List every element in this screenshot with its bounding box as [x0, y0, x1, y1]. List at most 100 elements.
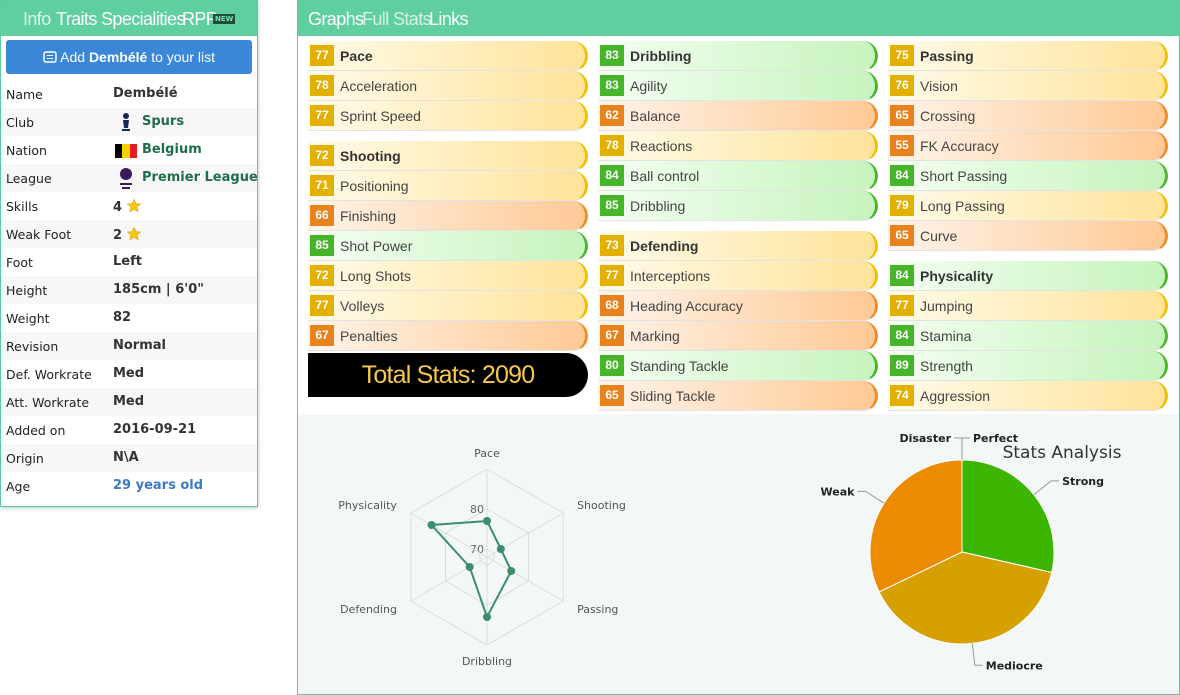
stat-row: 77 Jumping	[888, 291, 1168, 321]
stat-row: 65 Sliding Tackle	[598, 381, 878, 411]
stat-value: 77	[310, 105, 334, 126]
tab[interactable]: RPP	[182, 9, 218, 29]
stat-name: Interceptions	[630, 268, 711, 284]
stat-row: 71 Positioning	[308, 171, 588, 201]
info-row: Origin N\A	[1, 444, 257, 472]
info-row: Name Dembélé	[1, 80, 257, 108]
stat-value: 78	[600, 135, 624, 156]
info-label: Added on	[6, 423, 66, 438]
stat-row: 78 Acceleration	[308, 71, 588, 101]
stat-name: Long Shots	[340, 268, 411, 284]
stat-name: Dribbling	[630, 198, 686, 214]
stat-name: Aggression	[920, 388, 991, 404]
info-label: Name	[6, 87, 43, 102]
info-value: N\A	[113, 450, 139, 465]
stat-name: Passing	[920, 48, 974, 64]
info-value: 82	[113, 310, 132, 325]
info-value: 185cm | 6'0"	[113, 282, 205, 297]
info-label: League	[6, 171, 52, 186]
info-label: Height	[6, 283, 48, 298]
tab[interactable]: Graphs	[308, 9, 364, 29]
stat-group: 84 Physicality	[888, 261, 1168, 291]
stat-row: 66 Finishing	[308, 201, 588, 231]
stat-value: 73	[600, 235, 624, 256]
list-icon	[43, 51, 57, 63]
button-suffix: to your list	[151, 49, 215, 65]
stat-name: Shot Power	[340, 238, 413, 254]
stat-row: 67 Marking	[598, 321, 878, 351]
tab[interactable]: Full Stats	[362, 9, 432, 29]
tab[interactable]: Info	[23, 9, 51, 29]
tab[interactable]: Specialities	[101, 9, 185, 29]
stat-value: 84	[600, 165, 624, 186]
info-row: Age 29 years old	[1, 472, 257, 500]
stat-row: 84 Ball control	[598, 161, 878, 191]
info-row: Weight 82	[1, 304, 257, 332]
stat-row: 65 Crossing	[888, 101, 1168, 131]
info-label: Foot	[6, 255, 33, 270]
info-value: Left	[113, 254, 142, 269]
info-label: Weight	[6, 311, 50, 326]
stat-value: 84	[890, 265, 914, 286]
info-row: Def. Workrate Med	[1, 360, 257, 388]
stat-row: 85 Shot Power	[308, 231, 588, 261]
stat-row: 89 Strength	[888, 351, 1168, 381]
button-player: Dembélé	[88, 49, 148, 65]
league-logo	[120, 168, 132, 189]
stat-row: 79 Long Passing	[888, 191, 1168, 221]
stat-value: 72	[310, 265, 334, 286]
new-badge: NEW	[213, 14, 236, 24]
stat-value: 66	[310, 205, 334, 226]
flag	[115, 144, 137, 158]
info-label: Def. Workrate	[6, 367, 92, 382]
stat-row: 74 Aggression	[888, 381, 1168, 411]
info-row: Att. Workrate Med	[1, 388, 257, 416]
stat-row: 78 Reactions	[598, 131, 878, 161]
info-row: Height 185cm | 6'0"	[1, 276, 257, 304]
stat-group: 72 Shooting	[308, 141, 588, 171]
stat-value: 65	[890, 225, 914, 246]
info-value: 2016-09-21	[113, 422, 197, 437]
info-table: Name Dembélé Club Spurs Nation Belgium League P…	[1, 80, 258, 500]
stat-row: 76 Vision	[888, 71, 1168, 101]
stat-name: Acceleration	[340, 78, 418, 94]
graph-area	[298, 414, 1179, 694]
stat-value: 67	[310, 325, 334, 346]
stat-value: 65	[890, 105, 914, 126]
stat-value: 85	[600, 195, 624, 216]
stat-row: 84 Stamina	[888, 321, 1168, 351]
stat-name: Long Passing	[920, 198, 1005, 214]
info-value: 4	[113, 198, 142, 215]
stat-row: 77 Sprint Speed	[308, 101, 588, 131]
stat-row: 72 Long Shots	[308, 261, 588, 291]
stat-group: 83 Dribbling	[598, 41, 878, 71]
button-prefix: Add	[60, 49, 86, 65]
add-button[interactable]: Add Dembélé to your list	[6, 40, 252, 74]
info-label: Age	[6, 479, 31, 494]
info-label: Weak Foot	[6, 227, 72, 242]
info-value: Dembélé	[113, 86, 178, 101]
stat-name: Reactions	[630, 138, 693, 154]
tab[interactable]: Traits	[56, 9, 97, 29]
total-stats: Total Stats: 2090	[308, 353, 588, 397]
stat-row: 62 Balance	[598, 101, 878, 131]
info-row: Nation Belgium	[1, 136, 257, 164]
tab[interactable]: Links	[429, 9, 469, 29]
stat-value: 84	[890, 165, 914, 186]
info-value: 29 years old	[113, 478, 204, 493]
stat-value: 62	[600, 105, 624, 126]
stat-value: 78	[310, 75, 334, 96]
stat-name: Crossing	[920, 108, 976, 124]
stat-name: Penalties	[340, 328, 398, 344]
stat-value: 77	[310, 295, 334, 316]
info-value: Spurs	[142, 114, 185, 129]
stat-row: 84 Short Passing	[888, 161, 1168, 191]
stat-row: 83 Agility	[598, 71, 878, 101]
stat-row: 80 Standing Tackle	[598, 351, 878, 381]
stat-value: 77	[600, 265, 624, 286]
stat-row: 77 Interceptions	[598, 261, 878, 291]
info-row: Foot Left	[1, 248, 257, 276]
stat-value: 89	[890, 355, 914, 376]
stat-name: Pace	[340, 48, 373, 64]
